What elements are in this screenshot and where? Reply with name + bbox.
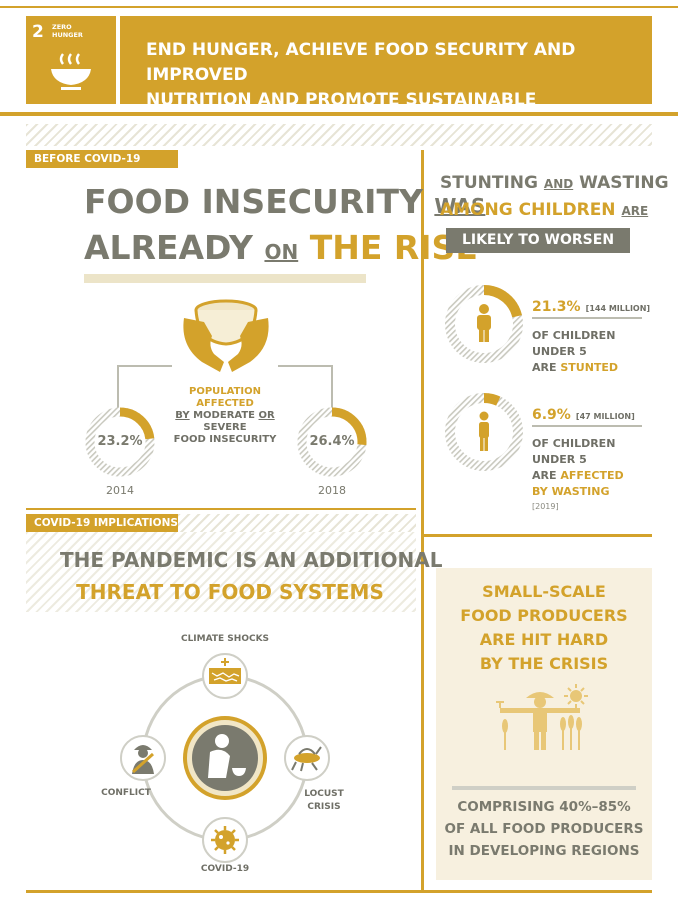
wasting-pct: 6.9% [532,407,571,423]
implications-hatch-bg [26,532,416,612]
title-line-1: END HUNGER, ACHIEVE FOOD SECURITY AND IM… [146,40,576,85]
implications-line-1: THE PANDEMIC IS AN ADDITIONAL [60,548,443,572]
producers-line-3: ARE HIT HARD [479,630,609,649]
soldier-icon [132,745,154,774]
donut-2014 [85,407,155,477]
donut-2018 [297,407,367,477]
year-2014: 2014 [106,484,134,497]
node-locust-crisis: LOCUST CRISIS [294,788,354,814]
title-are: ARE [621,204,649,218]
before-covid-tag: BEFORE COVID-19 [26,150,178,168]
producers-rule [452,786,636,790]
title-and: AND [543,177,574,191]
producers-stat-line-3: IN DEVELOPING REGIONS [448,843,640,859]
stunted-pct: 21.3% [532,299,581,315]
title-was: WAS [434,194,486,218]
child-icon-thin [479,411,489,451]
stunted-word: STUNTED [560,361,619,374]
header-rule [0,112,678,116]
hands-bowl-icon [183,299,269,372]
hatch-band [26,124,652,146]
node-climate-shocks: CLIMATE SHOCKS [180,634,270,644]
virus-icon [211,826,239,854]
producers-title: SMALL-SCALE FOOD PRODUCERS ARE HIT HARD … [436,580,652,676]
population-line-1: POPULATION AFFECTED [188,386,262,409]
population-by: BY [175,410,190,421]
title-wasting: WASTING [579,173,669,193]
population-label: POPULATION AFFECTED BY MODERATE OR SEVER… [160,386,290,446]
year-2018: 2018 [318,484,346,497]
node-conflict: CONFLICT [101,788,151,798]
producers-line-1: SMALL-SCALE [482,582,606,601]
right-divider [424,534,652,537]
implications-hatch [178,514,416,532]
title-food-insecurity: FOOD INSECURITY [84,182,423,221]
producers-stat: COMPRISING 40%–85% OF ALL FOOD PRODUCERS… [436,796,652,862]
implications-title: THE PANDEMIC IS AN ADDITIONAL THREAT TO … [60,544,443,608]
population-line-3: FOOD INSECURITY [173,434,277,445]
covid-implications-tag: COVID-19 IMPLICATIONS [26,514,178,532]
wasting-description: OF CHILDREN UNDER 5 ARE AFFECTED BY WAST… [532,436,642,514]
title-stunting: STUNTING [440,173,538,193]
likely-to-worsen-badge: LIKELY TO WORSEN [446,228,630,253]
sdg-number: 2 [32,22,44,42]
implications-line-2: THREAT TO FOOD SYSTEMS [76,580,384,604]
wasting-are: ARE [532,469,557,482]
node-locust-line-2: CRISIS [307,802,341,812]
column-divider [421,150,424,890]
bowl-icon [51,53,91,90]
title-already: ALREADY [84,228,253,267]
wasting-affected: AFFECTED [560,469,624,482]
child-icon [477,304,491,342]
before-title: FOOD INSECURITY WAS ALREADY ON THE RISE [84,181,485,273]
stunted-donut [445,285,523,363]
population-or: OR [258,410,275,421]
page-title: END HUNGER, ACHIEVE FOOD SECURITY AND IM… [146,38,636,138]
producers-stat-line-2: OF ALL FOOD PRODUCERS [444,821,644,837]
stunted-description: OF CHILDREN UNDER 5 ARE STUNTED [532,328,642,376]
producers-line-2: FOOD PRODUCERS [460,606,628,625]
bottom-rule [26,890,652,893]
title-underline [84,274,366,283]
stunted-are: ARE [532,361,557,374]
donut-2018-value: 26.4% [309,434,355,449]
donut-2014-value: 23.2% [97,434,143,449]
wasting-line-4: BY WASTING [532,485,610,498]
hungry-person-icon [208,734,246,778]
wasting-line-1: OF CHILDREN [532,437,616,450]
stunted-line-2: UNDER 5 [532,345,587,358]
threats-diagram [120,653,330,863]
population-severe: SEVERE [203,422,247,433]
farmer-icon [496,684,588,750]
children-title: STUNTING AND WASTING AMONG CHILDREN ARE [440,170,669,224]
node-locust-line-1: LOCUST [304,789,344,799]
stunted-count: [144 MILLION] [585,304,651,313]
sdg-name: ZERO HUNGER [52,23,83,39]
title-banner: END HUNGER, ACHIEVE FOOD SECURITY AND IM… [120,16,652,135]
connector-lines [117,365,333,416]
wasting-stat: 6.9% [47 MILLION] [532,404,642,427]
sdg-logo: 2 ZERO HUNGER [26,16,116,104]
wasting-donut [445,393,523,471]
population-moderate: MODERATE [193,410,256,421]
implications-rule [26,508,416,510]
stunted-stat: 21.3% [144 MILLION] [532,296,650,319]
locust-icon [291,746,322,772]
node-covid-19: COVID-19 [200,864,250,874]
title-among-children: AMONG CHILDREN [440,200,616,220]
stunted-line-1: OF CHILDREN [532,329,616,342]
wasting-year: [2019] [532,502,559,511]
top-rule [0,6,678,8]
wasting-count: [47 MILLION] [575,412,635,421]
title-on: ON [264,240,299,264]
producers-stat-line-1: COMPRISING 40%–85% [457,799,631,815]
wasting-line-2: UNDER 5 [532,453,587,466]
producers-line-4: BY THE CRISIS [479,654,609,673]
